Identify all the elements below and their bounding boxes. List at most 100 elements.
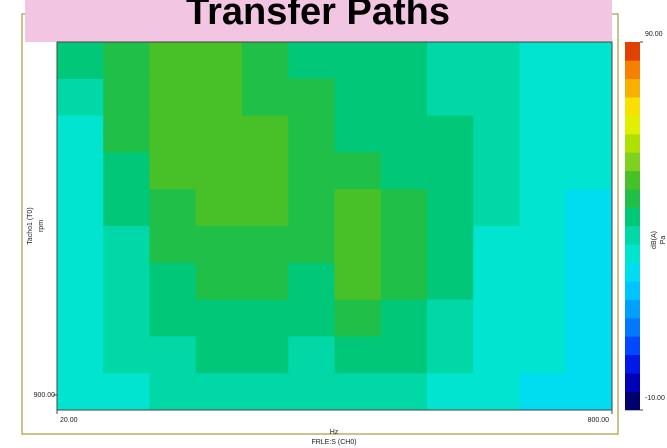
colorbar-segment <box>625 263 640 282</box>
heatmap-cell <box>473 336 520 373</box>
chart-title: Transfer Paths <box>186 0 450 33</box>
colorbar-segment <box>625 392 640 411</box>
heatmap-cell <box>57 152 104 189</box>
colorbar-segment <box>625 226 640 245</box>
heatmap-cell <box>381 263 428 300</box>
heatmap-cell <box>57 79 104 116</box>
colorbar-segment <box>625 152 640 171</box>
colorbar-segment <box>625 189 640 208</box>
heatmap-cell <box>520 300 567 337</box>
heatmap-cell <box>288 300 335 337</box>
heatmap-cell <box>335 373 382 410</box>
heatmap-cell <box>103 300 150 337</box>
heatmap-cell <box>520 336 567 373</box>
y-axis-label: Tacho1 (T0) <box>27 207 34 244</box>
heatmap-cell <box>242 300 289 337</box>
heatmap-cell <box>57 189 104 226</box>
heatmap-cell <box>520 79 567 116</box>
colorbar-segment <box>625 79 640 98</box>
heatmap-cell <box>196 263 243 300</box>
heatmap-cell <box>427 42 474 79</box>
heatmap-cell <box>473 226 520 263</box>
heatmap-cell <box>196 373 243 410</box>
heatmap-cell <box>196 152 243 189</box>
chart: Transfer Paths Tacho1 (T0) rpm Hz FRLE:S… <box>0 0 667 448</box>
heatmap-cell <box>473 189 520 226</box>
heatmap-cell <box>242 152 289 189</box>
heatmap-cell <box>566 79 613 116</box>
heatmap-cell <box>103 79 150 116</box>
colorbar-segment <box>625 116 640 135</box>
heatmap-cell <box>288 189 335 226</box>
heatmap-cell <box>57 336 104 373</box>
heatmap-cell <box>242 336 289 373</box>
heatmap-cell <box>57 300 104 337</box>
heatmap-cell <box>150 336 197 373</box>
heatmap-cell <box>520 42 567 79</box>
heatmap-cell <box>566 226 613 263</box>
heatmap-cell <box>381 336 428 373</box>
heatmap-cell <box>473 373 520 410</box>
heatmap-cell <box>427 336 474 373</box>
heatmap-cell <box>57 116 104 153</box>
heatmap-cell <box>103 189 150 226</box>
heatmap-cell <box>57 263 104 300</box>
heatmap-cell <box>335 226 382 263</box>
heatmap-cell <box>473 116 520 153</box>
heatmap-cell <box>520 263 567 300</box>
heatmap-cell <box>288 336 335 373</box>
colorbar-tick-label: 90.00 <box>645 31 663 38</box>
heatmap-cell <box>381 300 428 337</box>
heatmap-cell <box>381 226 428 263</box>
colorbar-segment <box>625 208 640 227</box>
heatmap-cell <box>196 300 243 337</box>
heatmap-cell <box>427 189 474 226</box>
heatmap-cell <box>520 373 567 410</box>
heatmap-cell <box>150 189 197 226</box>
plot-area <box>57 42 613 411</box>
heatmap-cell <box>57 373 104 410</box>
heatmap-cell <box>427 116 474 153</box>
heatmap-cell <box>150 42 197 79</box>
heatmap-cell <box>103 263 150 300</box>
heatmap-cell <box>427 226 474 263</box>
heatmap-cell <box>473 42 520 79</box>
heatmap-cell <box>242 42 289 79</box>
heatmap-cell <box>381 373 428 410</box>
heatmap-cell <box>288 79 335 116</box>
heatmap-cell <box>103 336 150 373</box>
colorbar-segment <box>625 244 640 263</box>
heatmap-cell <box>150 226 197 263</box>
heatmap-cell <box>196 42 243 79</box>
heatmap-cell <box>103 42 150 79</box>
colorbar-segment <box>625 97 640 116</box>
heatmap-cell <box>103 226 150 263</box>
heatmap-cell <box>427 300 474 337</box>
x-tick-label: 800.00 <box>588 417 610 424</box>
heatmap-cell <box>520 152 567 189</box>
heatmap-cell <box>427 373 474 410</box>
heatmap-cell <box>242 79 289 116</box>
heatmap-cell <box>196 79 243 116</box>
heatmap-cell <box>381 152 428 189</box>
heatmap-cell <box>57 42 104 79</box>
heatmap-cell <box>288 373 335 410</box>
heatmap-cell <box>335 116 382 153</box>
heatmap-cell <box>566 336 613 373</box>
heatmap-cell <box>150 116 197 153</box>
heatmap-cell <box>566 42 613 79</box>
heatmap-cell <box>566 373 613 410</box>
heatmap-cell <box>150 373 197 410</box>
heatmap-cell <box>103 116 150 153</box>
colorbar-segment <box>625 134 640 153</box>
heatmap-cell <box>427 79 474 116</box>
heatmap-cell <box>473 79 520 116</box>
colorbar-segment <box>625 42 640 61</box>
heatmap-cell <box>427 263 474 300</box>
colorbar-unit: Pa <box>660 236 667 245</box>
heatmap-cell <box>335 336 382 373</box>
heatmap-cell <box>427 152 474 189</box>
heatmap-cell <box>335 79 382 116</box>
heatmap-cell <box>196 336 243 373</box>
heatmap-cell <box>196 189 243 226</box>
